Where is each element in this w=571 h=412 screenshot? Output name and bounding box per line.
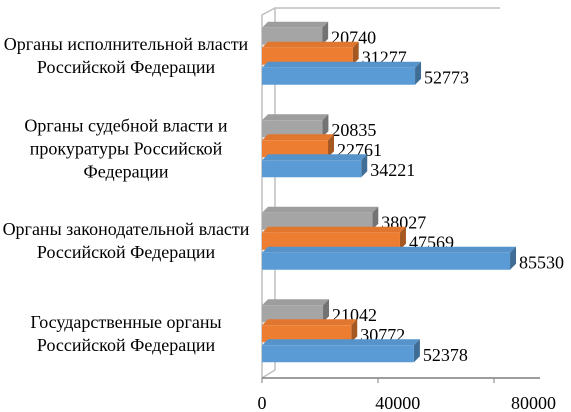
bar-front (262, 120, 323, 138)
bar-top (262, 299, 330, 306)
bar-side (323, 299, 330, 323)
data-label: 52378 (423, 345, 468, 365)
bar-front (262, 325, 352, 343)
x-tick-label: 0 (258, 393, 267, 412)
y-tick-label: Органы законодательной власти Российской… (2, 219, 250, 263)
bar (262, 299, 330, 323)
data-label: 34221 (370, 160, 415, 180)
bar (262, 21, 329, 45)
data-label: 85530 (519, 252, 564, 272)
bar-side (372, 206, 379, 230)
bar-front (262, 232, 400, 250)
bar-top (262, 206, 379, 213)
bar (262, 339, 420, 363)
bar-front (262, 27, 323, 45)
bar-side (322, 21, 329, 45)
bar (262, 114, 329, 138)
bar-side (328, 134, 335, 158)
y-tick-label: Государственные органы Российской Федера… (30, 311, 222, 355)
bar-front (262, 212, 373, 230)
bar (262, 61, 422, 85)
bar-side (415, 61, 422, 85)
bar (262, 41, 359, 65)
bar (262, 246, 517, 270)
bar-top (262, 61, 422, 68)
data-label: 20835 (331, 120, 376, 140)
bar-side (322, 114, 329, 138)
bar-side (399, 226, 406, 250)
bar-front (262, 47, 353, 65)
bar (262, 206, 379, 230)
data-label: 52773 (424, 67, 469, 87)
bar-front (262, 160, 362, 178)
bar-top (262, 154, 368, 161)
x-tick-label: 40000 (375, 393, 420, 412)
bar-side (352, 41, 359, 65)
bar-top (262, 41, 359, 48)
y-tick-label: Органы исполнительной власти Российской … (3, 34, 249, 78)
bar (262, 154, 368, 178)
bar-side (413, 339, 420, 363)
x-tick-label: 80000 (511, 393, 556, 412)
bar-side (351, 319, 358, 343)
bar-side (510, 246, 517, 270)
chart-wall (261, 7, 500, 379)
bar-top (262, 246, 517, 253)
bar-top (262, 114, 329, 121)
bar-top (262, 339, 420, 346)
bar-front (262, 67, 416, 85)
bar-side (361, 154, 368, 178)
bar-front (262, 345, 414, 363)
y-tick-label: Органы судебной власти и прокуратуры Рос… (24, 115, 228, 182)
bar-top (262, 134, 335, 141)
bar-front (262, 305, 324, 323)
bar-front (262, 252, 511, 270)
bar-top (262, 21, 329, 28)
bar-front (262, 140, 329, 158)
bar (262, 226, 406, 250)
bar-top (262, 319, 358, 326)
bar-top (262, 226, 406, 233)
bar (262, 134, 335, 158)
bar (262, 319, 358, 343)
